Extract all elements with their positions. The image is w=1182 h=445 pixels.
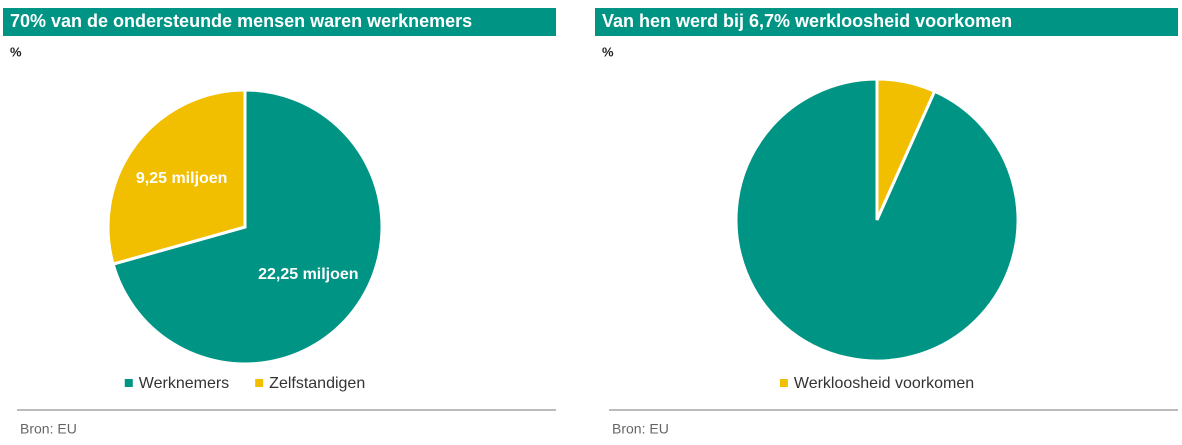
legend-marker <box>255 379 264 387</box>
title-bar <box>3 8 556 36</box>
title-bar <box>595 8 1178 36</box>
legend-label: Werkloosheid voorkomen <box>794 375 974 392</box>
data-label: 9,25 miljoen <box>136 170 228 187</box>
unit-label: % <box>10 44 22 59</box>
source: Bron: EU <box>612 421 669 437</box>
legend: Werkloosheid voorkomen <box>779 375 974 392</box>
chart-title: 70% van de ondersteunde mensen waren wer… <box>10 11 472 31</box>
pie-slice <box>106 88 247 266</box>
pie-slice <box>734 77 1020 363</box>
unit-label: % <box>602 44 614 59</box>
source: Bron: EU <box>20 421 77 437</box>
legend-marker <box>779 379 788 387</box>
legend-label: Zelfstandigen <box>269 375 365 392</box>
legend: Werknemers Zelfstandigen <box>124 375 365 392</box>
legend-marker <box>124 379 133 387</box>
chart-title: Van hen werd bij 6,7% werkloosheid voork… <box>602 11 1012 31</box>
pie-slice <box>111 88 384 366</box>
data-label: 22,25 miljoen <box>258 266 359 283</box>
legend-label: Werknemers <box>139 375 229 392</box>
